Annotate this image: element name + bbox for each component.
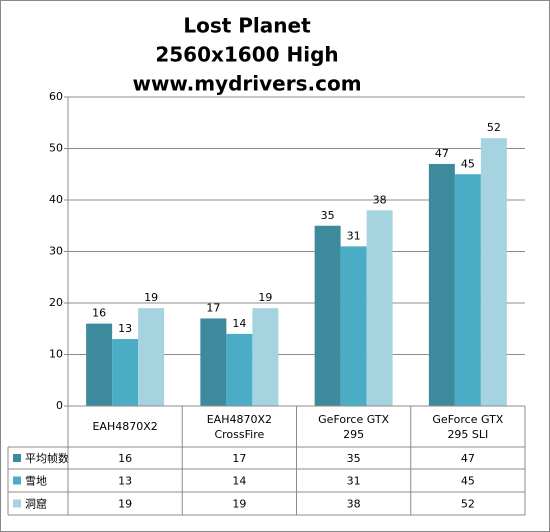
value-label: 14 xyxy=(232,317,246,330)
value-label: 35 xyxy=(321,209,335,222)
value-label: 47 xyxy=(435,147,449,160)
table-cell: 19 xyxy=(118,498,132,511)
table-cell: 47 xyxy=(461,452,475,465)
bar xyxy=(86,323,113,406)
x-tick-label: EAH4870X2 xyxy=(92,420,158,433)
y-tick-label: 20 xyxy=(49,296,63,309)
bar xyxy=(112,339,139,406)
bar xyxy=(314,225,341,406)
y-tick-label: 60 xyxy=(49,90,63,103)
legend-label: 平均帧数 xyxy=(25,451,69,465)
value-label: 16 xyxy=(92,307,106,320)
table-cell: 17 xyxy=(232,452,246,465)
table-cell: 35 xyxy=(347,452,361,465)
value-label: 19 xyxy=(258,291,272,304)
value-label: 52 xyxy=(487,121,501,134)
chart-title: Lost Planet xyxy=(183,14,311,38)
value-label: 31 xyxy=(347,229,361,242)
table-cell: 38 xyxy=(347,498,361,511)
value-label: 13 xyxy=(118,322,132,335)
value-label: 45 xyxy=(461,157,475,170)
table-cell: 19 xyxy=(232,498,246,511)
bar xyxy=(340,246,367,406)
chart-title: 2560x1600 High xyxy=(155,43,338,67)
table-cell: 52 xyxy=(461,498,475,511)
x-tick-label: GeForce GTX 295 SLI xyxy=(432,412,504,441)
legend-swatch xyxy=(13,476,21,485)
legend-label: 洞窟 xyxy=(25,497,47,511)
legend-swatch xyxy=(13,499,21,508)
table-cell: 14 xyxy=(232,475,246,488)
value-label: 38 xyxy=(373,193,387,206)
y-tick-label: 30 xyxy=(49,245,63,258)
chart-title: www.mydrivers.com xyxy=(132,72,361,96)
legend-label: 雪地 xyxy=(25,475,47,488)
x-tick-label: EAH4870X2 CrossFire xyxy=(206,412,273,441)
value-label: 17 xyxy=(206,301,220,314)
value-label: 19 xyxy=(144,291,158,304)
table-cell: 13 xyxy=(118,475,132,488)
y-tick-label: 40 xyxy=(49,193,63,206)
legend-swatch xyxy=(13,454,21,462)
x-tick-label: GeForce GTX 295 xyxy=(318,412,390,441)
bar xyxy=(226,333,253,406)
bar xyxy=(480,138,507,406)
table-cell: 31 xyxy=(347,475,361,488)
y-tick-label: 10 xyxy=(49,348,63,361)
table-cell: 16 xyxy=(118,452,132,465)
bar xyxy=(138,308,165,406)
bar xyxy=(252,308,279,406)
table-cell: 45 xyxy=(461,475,475,488)
bar xyxy=(428,163,455,406)
bar xyxy=(454,174,481,406)
bar xyxy=(366,210,393,406)
y-tick-label: 0 xyxy=(56,399,63,412)
y-tick-label: 50 xyxy=(49,142,63,155)
bar xyxy=(200,318,227,406)
